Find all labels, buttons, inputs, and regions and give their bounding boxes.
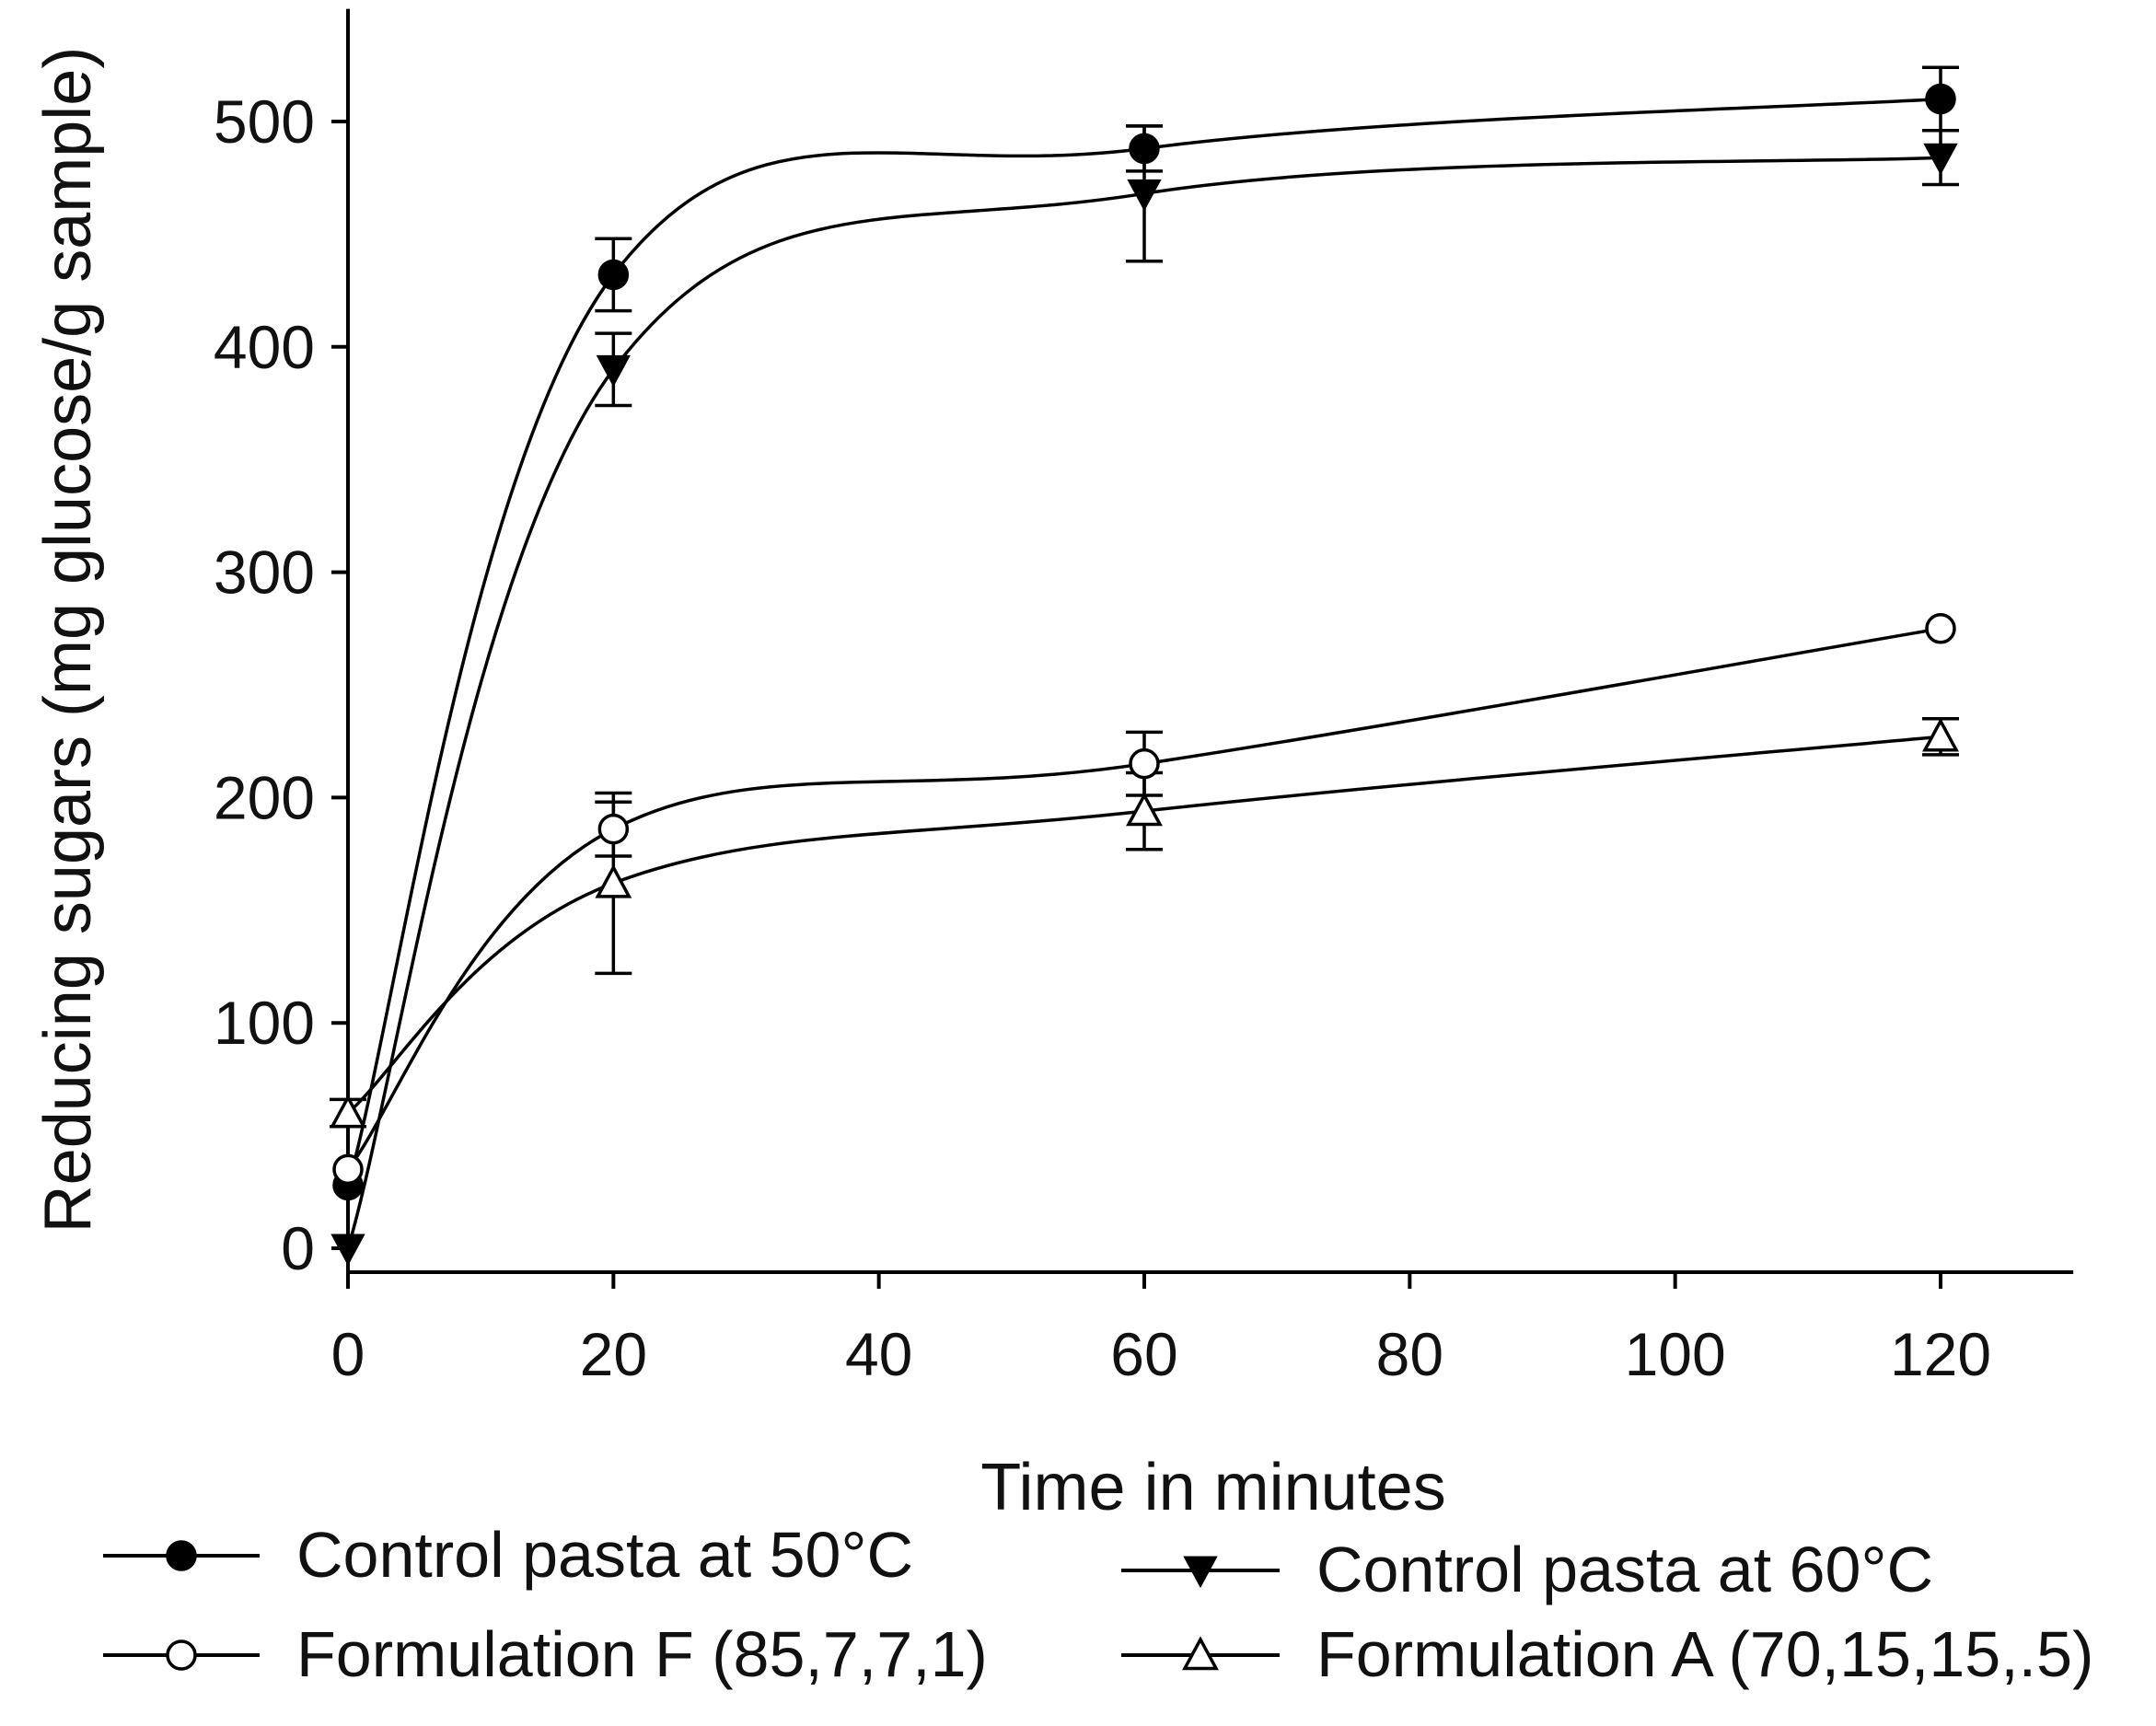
y-tick-label: 400 — [214, 313, 315, 381]
series-line-2 — [346, 156, 1942, 1249]
x-tick-label: 60 — [1110, 1320, 1177, 1388]
error-bars — [330, 65, 1959, 1129]
data-markers — [330, 83, 1959, 1267]
y-axis-title: Reducing sugars (mg glucose/g sample) — [31, 47, 105, 1234]
x-tick-label: 120 — [1890, 1320, 1991, 1388]
legend: Control pasta at 50°C Control pasta at 60… — [103, 1519, 2093, 1690]
data-point-s3 — [1129, 747, 1160, 780]
y-axis-ticks: 0 100 200 300 400 500 — [214, 87, 348, 1282]
data-point-s3 — [597, 813, 630, 845]
legend-label-4: Formulation A (70,15,15,.5) — [1316, 1618, 2093, 1690]
data-point-s1 — [1129, 133, 1160, 165]
series-line-4 — [346, 735, 1942, 1115]
data-point-s2 — [1127, 179, 1162, 212]
x-tick-label: 0 — [331, 1320, 365, 1388]
series-line-1 — [346, 97, 1942, 1186]
legend-marker-3 — [166, 1639, 197, 1671]
axes — [346, 8, 2074, 1274]
x-tick-label: 80 — [1376, 1320, 1443, 1388]
y-tick-label: 500 — [214, 87, 315, 156]
y-tick-label: 100 — [214, 989, 315, 1057]
y-tick-label: 300 — [214, 539, 315, 607]
y-tick-label: 200 — [214, 763, 315, 831]
legend-label-3: Formulation F (85,7,7,1) — [296, 1618, 988, 1690]
series-curves — [346, 97, 1942, 1249]
data-point-s4 — [330, 1094, 366, 1129]
x-axis-ticks: 0 20 40 60 80 100 120 — [331, 1272, 1991, 1388]
data-point-s1 — [1925, 83, 1956, 115]
legend-marker-1 — [166, 1540, 197, 1571]
legend-marker-4 — [1182, 1636, 1219, 1671]
x-tick-label: 100 — [1625, 1320, 1726, 1388]
data-point-s3 — [332, 1153, 364, 1186]
legend-marker-2 — [1183, 1556, 1218, 1589]
data-point-s2 — [596, 354, 632, 388]
data-point-s4 — [1126, 792, 1163, 827]
y-tick-label: 0 — [281, 1214, 315, 1282]
x-tick-label: 20 — [580, 1320, 647, 1388]
x-axis-title: Time in minutes — [980, 1451, 1445, 1524]
series-line-3 — [346, 627, 1942, 1171]
legend-label-2: Control pasta at 60°C — [1316, 1534, 1933, 1605]
x-tick-label: 40 — [845, 1320, 912, 1388]
data-point-s2 — [1923, 143, 1958, 176]
data-point-s4 — [1922, 717, 1959, 752]
legend-label-1: Control pasta at 50°C — [296, 1519, 913, 1591]
data-point-s1 — [597, 259, 630, 291]
data-point-s4 — [595, 863, 632, 898]
data-point-s3 — [1925, 613, 1956, 644]
